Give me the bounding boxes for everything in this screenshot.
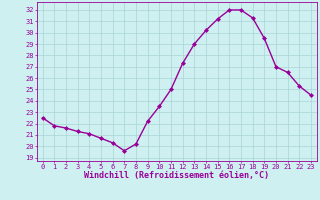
X-axis label: Windchill (Refroidissement éolien,°C): Windchill (Refroidissement éolien,°C) — [84, 171, 269, 180]
